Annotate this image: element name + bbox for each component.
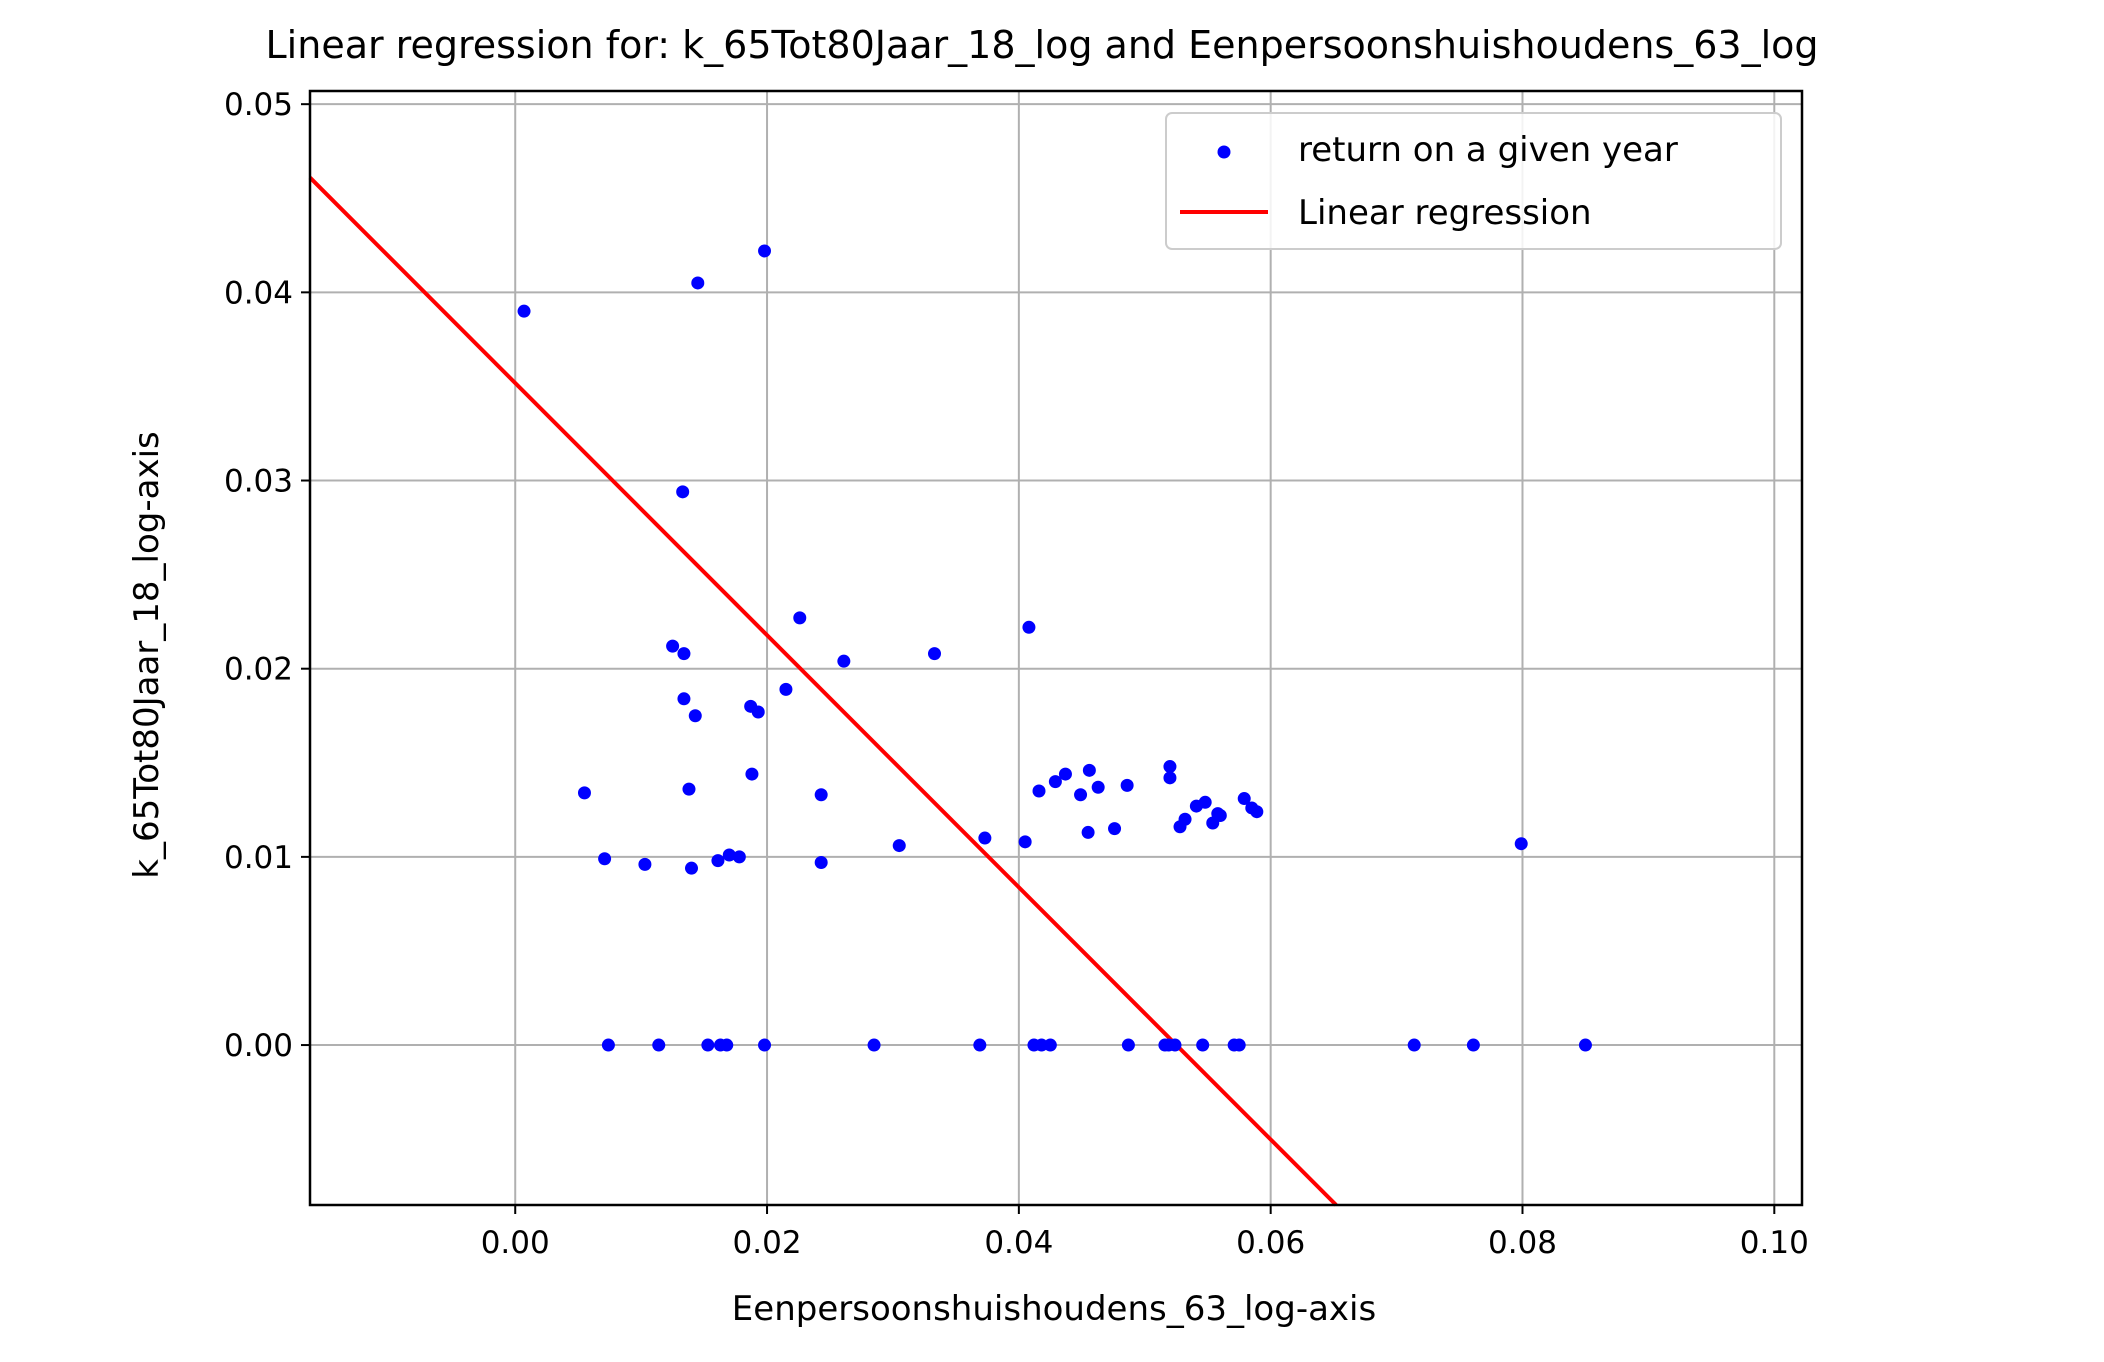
scatter-points [517, 244, 1592, 1052]
scatter-point [1058, 767, 1072, 781]
scatter-point [793, 611, 807, 625]
scatter-point [1032, 784, 1046, 798]
scatter-point [779, 682, 793, 696]
scatter-point [814, 788, 828, 802]
scatter-point [1466, 1038, 1480, 1052]
legend-label-scatter: return on a given year [1298, 130, 1678, 170]
x-tick-label: 0.00 [481, 1225, 550, 1261]
scatter-point [652, 1038, 666, 1052]
y-tick-label: 0.04 [224, 275, 293, 311]
scatter-point [1178, 812, 1192, 826]
scatter-point [711, 854, 725, 868]
legend-marker-scatter [1217, 145, 1231, 159]
scatter-point [978, 831, 992, 845]
y-tick-label: 0.02 [224, 652, 293, 688]
legend: return on a given year Linear regression [1165, 112, 1782, 250]
scatter-point [837, 654, 851, 668]
scatter-point [1232, 1038, 1246, 1052]
scatter-point [676, 485, 690, 499]
scatter-point [892, 839, 906, 853]
scatter-point [1213, 808, 1227, 822]
x-tick-label: 0.04 [984, 1225, 1053, 1261]
x-ticks: 0.00 0.02 0.04 0.06 0.08 0.10 [481, 1205, 1809, 1261]
scatter-point [1043, 1038, 1057, 1052]
scatter-point [677, 647, 691, 661]
scatter-point [598, 852, 612, 866]
scatter-point [1048, 775, 1062, 789]
y-tick-label: 0.01 [224, 840, 293, 876]
scatter-point [722, 848, 736, 862]
scatter-point [638, 857, 652, 871]
scatter-point [1514, 837, 1528, 851]
scatter-point [1168, 1038, 1182, 1052]
regression-line [308, 176, 1338, 1207]
scatter-point [1163, 771, 1177, 785]
scatter-point [1018, 835, 1032, 849]
y-tick-label: 0.00 [224, 1028, 293, 1064]
scatter-point [1250, 805, 1264, 819]
scatter-point [927, 647, 941, 661]
scatter-point [758, 1038, 772, 1052]
scatter-point [701, 1038, 715, 1052]
scatter-point [1081, 825, 1095, 839]
scatter-point [1578, 1038, 1592, 1052]
x-tick-label: 0.08 [1488, 1225, 1557, 1261]
scatter-point [688, 709, 702, 723]
scatter-point [1198, 795, 1212, 809]
y-ticks: 0.00 0.01 0.02 0.03 0.04 0.05 [224, 87, 310, 1064]
regression-layer [308, 176, 1338, 1207]
scatter-point [1237, 792, 1251, 806]
scatter-point [517, 304, 531, 318]
legend-box [1165, 112, 1782, 250]
scatter-point [1196, 1038, 1210, 1052]
scatter-point [751, 705, 765, 719]
y-axis-label: k_65Tot80Jaar_18_log-axis [127, 431, 167, 879]
scatter-point [720, 1038, 734, 1052]
y-tick-label: 0.05 [224, 87, 293, 123]
x-axis-label: Eenpersoonshuishoudens_63_log-axis [732, 1289, 1376, 1329]
scatter-point [1407, 1038, 1421, 1052]
scatter-point [666, 639, 680, 653]
scatter-point [691, 276, 705, 290]
scatter-point [1163, 760, 1177, 774]
scatter-point [682, 782, 696, 796]
scatter-point [1120, 778, 1134, 792]
x-tick-label: 0.02 [733, 1225, 802, 1261]
scatter-point [1091, 780, 1105, 794]
chart-title: Linear regression for: k_65Tot80Jaar_18_… [266, 23, 1819, 67]
scatter-point [973, 1038, 987, 1052]
scatter-point [732, 850, 746, 864]
gridlines [310, 91, 1802, 1205]
scatter-point [1082, 763, 1096, 777]
scatter-point [814, 856, 828, 870]
scatter-point [1074, 788, 1088, 802]
x-tick-label: 0.10 [1740, 1225, 1809, 1261]
scatter-point [677, 692, 691, 706]
scatter-point [577, 786, 591, 800]
scatter-point [1121, 1038, 1135, 1052]
scatter-point [684, 861, 698, 875]
plot-frame [308, 89, 1804, 1207]
x-tick-label: 0.06 [1236, 1225, 1305, 1261]
scatter-point [1108, 822, 1122, 836]
scatter-point [601, 1038, 615, 1052]
scatter-point [1022, 620, 1036, 634]
legend-label-regression: Linear regression [1298, 193, 1592, 233]
scatter-point [745, 767, 759, 781]
scatter-point [867, 1038, 881, 1052]
y-tick-label: 0.03 [224, 464, 293, 500]
scatter-point [758, 244, 772, 258]
